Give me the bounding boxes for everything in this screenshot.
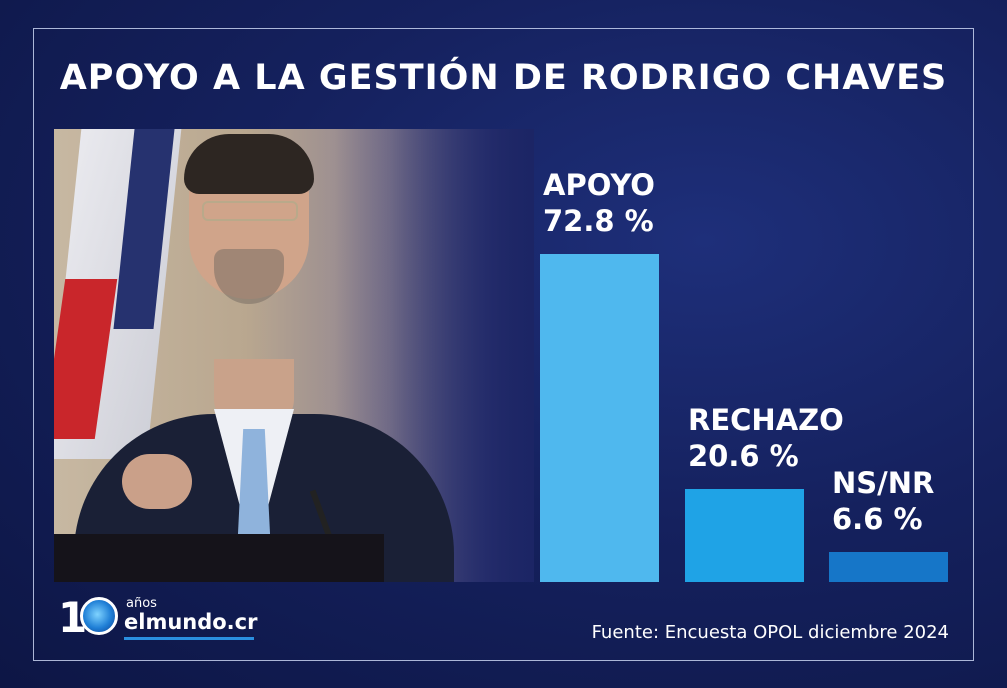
elmundo-logo[interactable]: 10 años elmundo.cr: [58, 593, 268, 643]
hand-shape: [122, 454, 192, 509]
category-label-apoyo: APOYO: [543, 168, 655, 202]
beard-shape: [214, 249, 284, 304]
logo-site-name: elmundo.cr: [124, 610, 258, 634]
logo-anos: años: [126, 596, 157, 611]
value-label-apoyo: 72.8 %: [543, 204, 654, 238]
bar-apoyo: [540, 254, 659, 582]
logo-underline: [124, 637, 254, 640]
value-label-rechazo: 20.6 %: [688, 439, 799, 473]
logo-circle-icon: [80, 597, 118, 635]
glasses-shape: [202, 201, 298, 221]
podium-shape: [54, 534, 384, 582]
bar-nsnr: [829, 552, 948, 582]
value-label-nsnr: 6.6 %: [832, 502, 923, 536]
category-label-rechazo: RECHAZO: [688, 403, 844, 437]
border-frame: [33, 28, 974, 661]
source-note: Fuente: Encuesta OPOL diciembre 2024: [591, 622, 949, 643]
bar-rechazo: [685, 489, 804, 582]
president-photo: [54, 129, 534, 582]
category-label-nsnr: NS/NR: [832, 466, 935, 500]
chart-title: APOYO A LA GESTIÓN DE RODRIGO CHAVES: [59, 58, 948, 98]
hair-shape: [184, 134, 314, 194]
